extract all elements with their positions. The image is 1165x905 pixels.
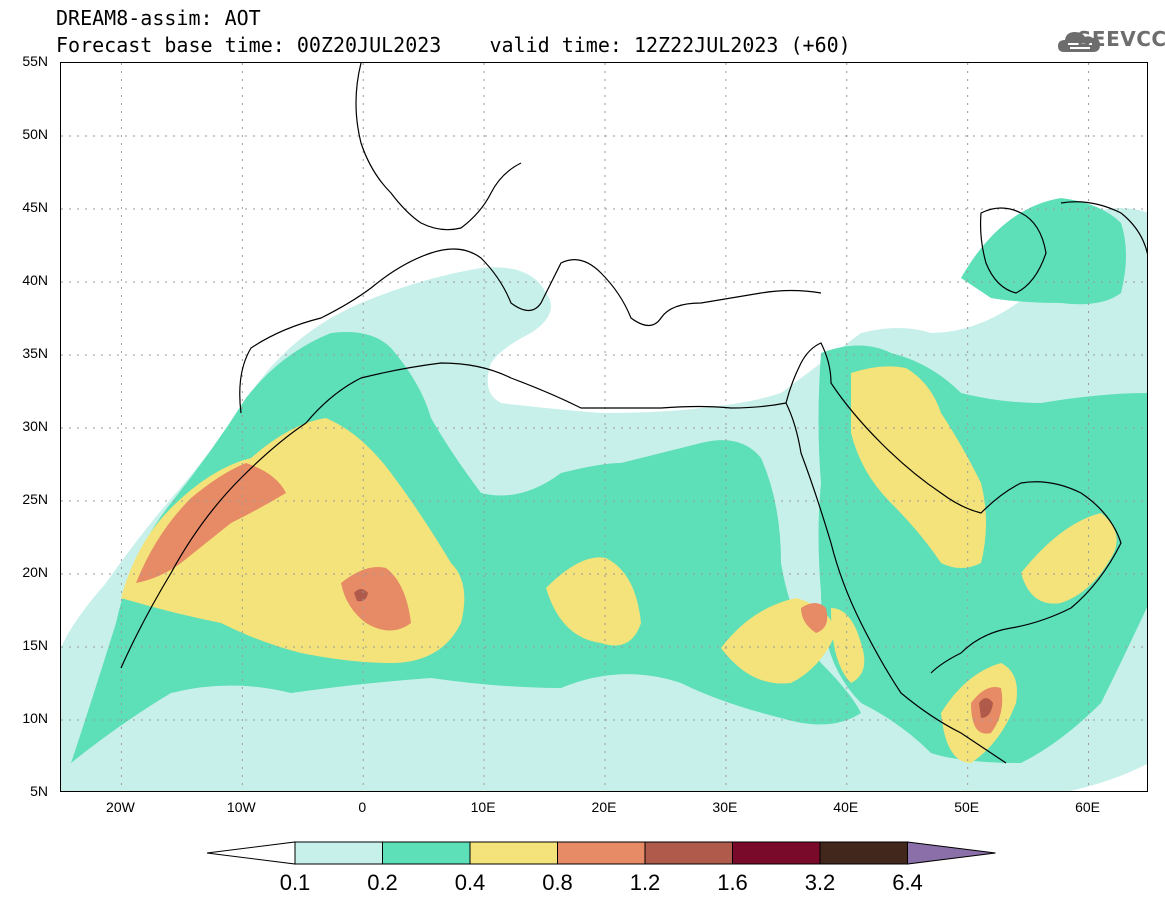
colorbar-tick-label: 1.6: [717, 870, 748, 895]
longitude-label: 20E: [591, 799, 617, 815]
colorbar-over-triangle: [907, 841, 996, 865]
colorbar-tick-label: 1.2: [629, 870, 661, 895]
longitude-label: 0: [358, 799, 367, 815]
colorbar-tick-label: 0.2: [367, 870, 398, 895]
colorbar-segment: [557, 841, 646, 865]
colorbar-segment: [732, 841, 821, 865]
latitude-label: 40N: [22, 272, 48, 288]
colorbar-segment: [819, 841, 908, 865]
aot-band-0.4-oman: [1021, 513, 1117, 604]
colorbar-segment: [644, 841, 733, 865]
aot-band-0.8-red-sea: [801, 603, 828, 633]
latitude-label: 10N: [22, 710, 48, 726]
aot-band-0.8-mali: [341, 567, 411, 631]
colorbar-segment: [382, 841, 471, 865]
longitude-label: 60E: [1075, 799, 1100, 815]
latitude-label: 35N: [22, 345, 48, 361]
longitude-label: 10W: [226, 799, 256, 815]
colorbar-tick-label: 0.8: [542, 870, 573, 895]
longitude-label: 30E: [712, 799, 738, 815]
colorbar-tick-label: 0.1: [279, 870, 311, 895]
latitude-label: 55N: [22, 53, 48, 69]
aot-band-0.4-eritrea: [831, 608, 865, 683]
latitude-label: 15N: [22, 637, 48, 653]
latitude-label: 30N: [22, 418, 48, 434]
colorbar-under-triangle: [206, 841, 296, 865]
seevccc-logo-text: SEEVCCC: [1077, 27, 1165, 51]
longitude-label: 50E: [954, 799, 980, 815]
colorbar-segment: [469, 841, 558, 865]
map-title: DREAM8-assim: AOT: [56, 6, 261, 30]
latitude-label: 25N: [22, 491, 48, 507]
latitude-label: 45N: [22, 199, 48, 215]
coastlines-and-borders: [120, 63, 1147, 764]
longitude-label: 10E: [470, 799, 496, 815]
colorbar-tick-label: 0.4: [454, 870, 486, 895]
aot-band-1.2: [354, 589, 368, 602]
colorbar-tick-label: 6.4: [892, 870, 923, 895]
latitude-label: 50N: [22, 126, 48, 142]
colorbar-tick-label: 3.2: [804, 870, 836, 895]
longitude-label: 20W: [106, 799, 135, 815]
lat-lon-grid: [61, 63, 1147, 791]
latitude-label: 20N: [22, 564, 48, 580]
aot-band-1.2-somalia: [979, 698, 993, 718]
aot-band-0.2-caspian: [961, 198, 1126, 305]
aot-field: [61, 198, 1147, 791]
aot-band-0.8-sahara: [136, 463, 286, 583]
latitude-label: 5N: [30, 783, 48, 799]
aot-band-0.2-west: [71, 332, 861, 763]
colorbar-segment: [294, 841, 383, 865]
aot-map: [60, 62, 1148, 792]
aot-colorbar: [206, 841, 996, 865]
aot-band-0.4-libya: [546, 557, 641, 646]
aot-band-0.4-arabia: [851, 366, 986, 568]
longitude-label: 40E: [833, 799, 859, 815]
cloud-logo-icon: [1058, 32, 1100, 52]
forecast-time-subtitle: Forecast base time: 00Z20JUL2023 valid t…: [56, 33, 851, 57]
